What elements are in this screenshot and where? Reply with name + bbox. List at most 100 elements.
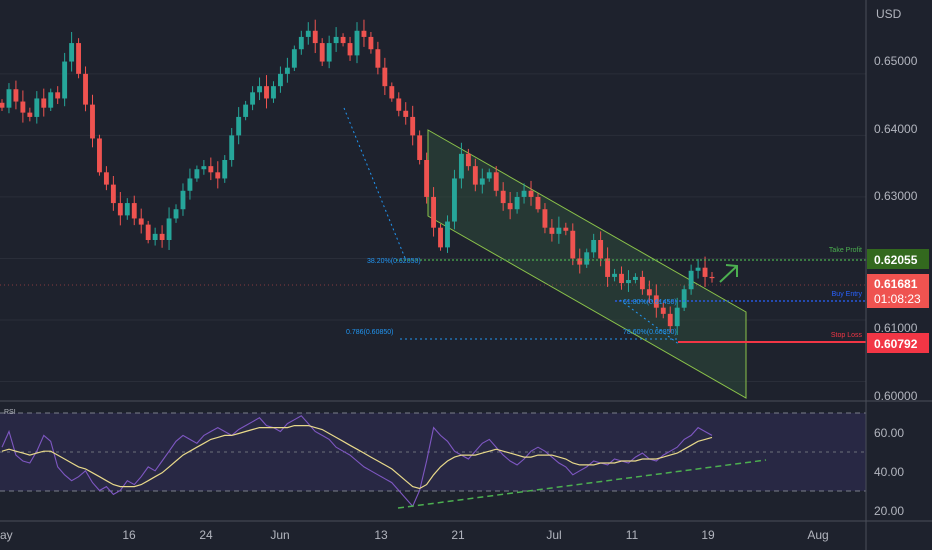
candle-53	[368, 32, 374, 54]
candle-49	[340, 33, 346, 47]
candle-body-7	[48, 92, 54, 108]
candle-body-13	[90, 104, 95, 139]
candle-64	[445, 215, 450, 253]
candle-body-19	[131, 203, 137, 219]
candle-36	[250, 86, 256, 111]
price-tick-0.61: 0.61000	[874, 321, 918, 335]
candle-66	[458, 142, 464, 189]
candle-body-16	[110, 184, 116, 204]
candle-body-10	[69, 43, 75, 62]
candle-39	[271, 81, 276, 103]
candle-21	[145, 220, 151, 244]
candle-body-82	[570, 230, 576, 259]
candle-body-74	[514, 196, 520, 210]
price-tick-0.64: 0.64000	[874, 122, 918, 136]
candle-body-97	[674, 307, 680, 327]
price-tick-0.63: 0.63000	[874, 189, 918, 203]
candle-body-3	[20, 101, 26, 113]
candle-97	[674, 297, 680, 336]
candle-101	[702, 256, 708, 287]
candle-body-87	[605, 258, 611, 277]
candle-body-96	[667, 313, 673, 327]
candle-30	[208, 157, 214, 181]
take-profit-price: 0.62055	[874, 253, 918, 267]
candle-1	[6, 83, 12, 114]
candle-body-5	[34, 98, 40, 117]
stop-loss-price: 0.60792	[874, 337, 918, 351]
candle-body-24	[166, 218, 172, 240]
candle-25	[173, 204, 179, 223]
candle-46	[319, 38, 325, 66]
candle-body-14	[97, 138, 102, 173]
candle-body-73	[507, 203, 513, 210]
candle-88	[612, 268, 617, 282]
rsi-line	[1, 415, 713, 508]
time-label-jun: Jun	[270, 528, 289, 542]
candle-body-50	[347, 43, 353, 56]
currency-label: USD	[876, 7, 902, 21]
bar-countdown: 01:08:23	[874, 292, 921, 306]
candle-3	[20, 90, 26, 123]
candle-body-42	[291, 49, 297, 68]
candle-42	[291, 45, 297, 72]
candle-45	[312, 19, 318, 54]
candle-body-98	[681, 289, 687, 308]
rsi-title: RSI	[4, 409, 16, 416]
candle-body-48	[333, 36, 339, 44]
candle-body-85	[591, 240, 597, 253]
candle-50	[347, 36, 353, 61]
candle-8	[55, 86, 61, 104]
candle-body-89	[619, 273, 624, 284]
price-tick-0.65: 0.65000	[874, 54, 918, 68]
rsi-ma-line	[1, 425, 713, 490]
candle-48	[333, 27, 339, 52]
rsi-trendline[interactable]	[397, 459, 767, 509]
candle-body-38	[264, 86, 269, 99]
candles	[0, 19, 715, 336]
candle-77	[535, 193, 541, 213]
candle-98	[681, 285, 687, 312]
stop-loss-label: Stop Loss	[831, 332, 863, 339]
buy-entry-label: Buy Entry	[832, 291, 863, 298]
candle-body-15	[103, 172, 109, 185]
candle-body-101	[702, 267, 708, 277]
fib-786-label: 0.786(0.60850)	[346, 329, 393, 336]
candle-91	[632, 273, 638, 284]
candle-89	[619, 266, 624, 290]
candle-67	[465, 148, 471, 171]
candle-body-8	[55, 92, 61, 99]
candle-62	[431, 187, 437, 237]
candle-31	[215, 161, 221, 189]
candle-22	[152, 227, 158, 246]
time-label-11: 11	[626, 528, 639, 542]
candle-body-41	[284, 67, 290, 74]
candle-63	[438, 224, 443, 251]
candle-93	[646, 280, 652, 304]
candle-41	[284, 57, 290, 83]
time-label-may: ay	[0, 528, 13, 542]
candle-76	[528, 180, 534, 206]
candle-23	[159, 225, 165, 248]
candle-17	[117, 192, 123, 226]
time-label-19: 19	[701, 528, 715, 542]
candle-54	[375, 41, 381, 75]
candle-body-93	[646, 289, 652, 296]
candle-body-12	[83, 73, 88, 105]
candle-body-40	[277, 73, 283, 87]
candle-84	[584, 248, 590, 268]
candle-body-65	[452, 178, 457, 222]
candle-body-6	[41, 98, 47, 108]
candle-69	[479, 168, 485, 194]
candle-body-49	[340, 36, 346, 44]
candle-body-18	[124, 203, 130, 216]
candle-body-36	[250, 92, 256, 105]
candle-body-67	[465, 153, 471, 167]
candle-47	[326, 35, 332, 69]
candle-body-56	[389, 86, 395, 99]
candle-10	[69, 32, 75, 72]
candle-52	[361, 19, 367, 47]
candle-body-78	[542, 209, 548, 228]
candle-body-45	[312, 30, 318, 44]
candle-9	[62, 52, 68, 107]
